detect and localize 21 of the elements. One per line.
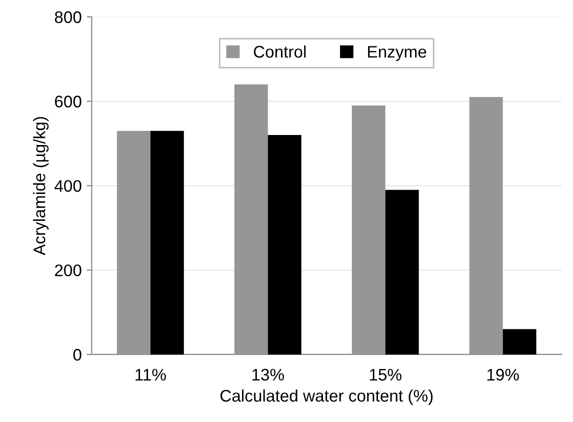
y-tick-label: 800 bbox=[54, 11, 82, 24]
bar bbox=[502, 329, 536, 354]
bar bbox=[150, 130, 184, 354]
legend-label: Enzyme bbox=[368, 46, 426, 62]
bar bbox=[116, 130, 150, 354]
y-tick-label: 400 bbox=[54, 180, 82, 192]
x-tick-label: 19% bbox=[487, 368, 519, 381]
x-axis-title: Calculated water content (%) bbox=[220, 389, 433, 405]
bar bbox=[352, 106, 386, 354]
x-tick-label: 13% bbox=[252, 368, 284, 381]
x-tick-label: 11% bbox=[136, 368, 166, 381]
bar bbox=[268, 135, 302, 354]
bar bbox=[385, 190, 419, 354]
y-tick-label: 200 bbox=[54, 264, 82, 276]
x-tick-label: 15% bbox=[370, 368, 402, 381]
y-tick-label: 600 bbox=[55, 96, 82, 108]
y-tick-label: 0 bbox=[73, 348, 82, 361]
bar bbox=[234, 84, 268, 354]
legend-label: Control bbox=[254, 45, 306, 58]
y-axis-title: Acrylamide (µg/kg) bbox=[33, 117, 49, 256]
bar bbox=[469, 97, 503, 354]
